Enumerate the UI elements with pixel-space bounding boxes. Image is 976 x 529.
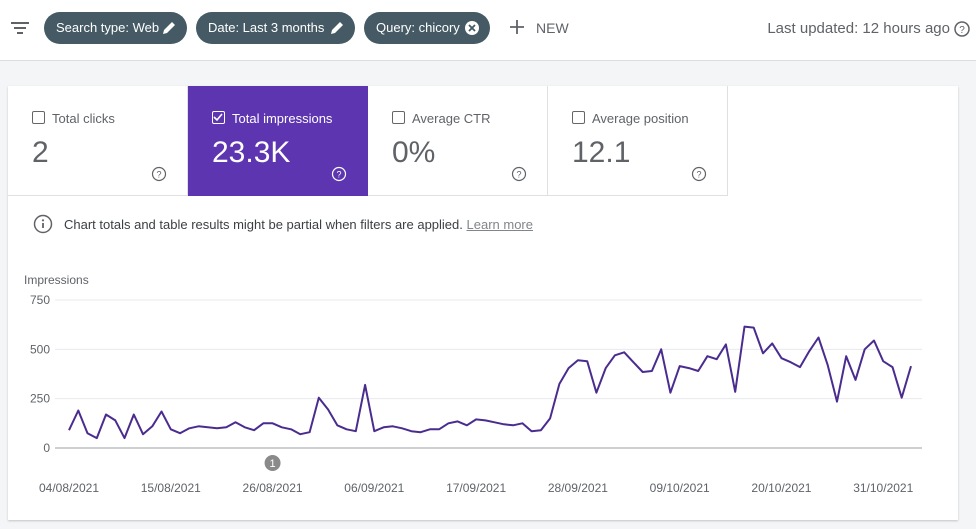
chip-label: Search type: Web (56, 20, 160, 35)
metric-label: Total clicks (52, 111, 115, 126)
filter-chip[interactable]: Search type: Web (44, 12, 187, 44)
filter-icon[interactable] (10, 20, 30, 36)
help-icon: ? (691, 166, 707, 187)
metric-card[interactable]: Total impressions 23.3K? (188, 86, 368, 196)
checkbox (32, 111, 45, 124)
y-tick-label: 250 (30, 392, 50, 406)
notice: Chart totals and table results might be … (64, 217, 533, 232)
new-button[interactable]: NEW (508, 18, 569, 36)
checkbox (572, 111, 585, 124)
edit-icon (163, 22, 175, 34)
annotation-label: 1 (269, 458, 275, 470)
metric-label: Average CTR (412, 111, 491, 126)
checkbox (212, 111, 225, 124)
help-icon: ? (331, 166, 347, 187)
help-icon[interactable]: ? (954, 21, 970, 37)
new-label: NEW (536, 20, 569, 36)
metric-label: Total impressions (232, 111, 333, 126)
chip-label: Query: chicory (376, 20, 460, 35)
checkbox (392, 111, 405, 124)
y-tick-label: 500 (30, 342, 50, 356)
metric-value: 0% (392, 136, 436, 169)
chip-label: Date: Last 3 months (208, 20, 325, 35)
metric-label: Average position (592, 111, 689, 126)
y-axis-title: Impressions (24, 273, 89, 287)
svg-text:?: ? (156, 170, 161, 180)
edit-icon (331, 22, 343, 34)
notice-text: Chart totals and table results might be … (64, 217, 463, 232)
x-tick-label: 15/08/2021 (141, 481, 201, 495)
filter-chip[interactable]: Query: chicory (364, 12, 490, 44)
toolbar: Search type: Web Date: Last 3 months Que… (0, 0, 976, 61)
x-tick-label: 28/09/2021 (548, 481, 608, 495)
x-tick-label: 09/10/2021 (650, 481, 710, 495)
help-icon: ? (511, 166, 527, 187)
metric-value: 12.1 (572, 136, 631, 169)
svg-text:?: ? (959, 25, 965, 36)
remove-icon[interactable] (464, 20, 480, 36)
last-updated: Last updated: 12 hours ago (767, 20, 950, 37)
x-tick-label: 06/09/2021 (344, 481, 404, 495)
metric-value: 23.3K (212, 136, 291, 169)
x-tick-label: 04/08/2021 (39, 481, 99, 495)
x-tick-label: 20/10/2021 (751, 481, 811, 495)
chart: Impressions 0 250 500 750 04/08/2021 15/08/202… (24, 273, 922, 495)
filter-chip[interactable]: Date: Last 3 months (196, 12, 355, 44)
annotation-marker (264, 455, 281, 471)
metric-card[interactable]: Average CTR 0%? (368, 86, 548, 196)
metric-value: 2 (32, 136, 49, 169)
svg-text:?: ? (516, 170, 521, 180)
line-series (68, 325, 912, 440)
learn-more-link[interactable]: Learn more (466, 217, 533, 232)
help-icon: ? (151, 166, 167, 187)
x-tick-label: 31/10/2021 (853, 481, 913, 495)
svg-text:?: ? (336, 170, 341, 180)
plus-icon (510, 20, 524, 34)
metric-card[interactable]: Average position 12.1? (548, 86, 728, 196)
y-tick-label: 0 (43, 441, 50, 455)
y-tick-label: 750 (30, 293, 50, 307)
x-tick-label: 17/09/2021 (446, 481, 506, 495)
info-icon (33, 214, 53, 234)
metric-card[interactable]: Total clicks 2? (8, 86, 188, 196)
svg-text:?: ? (696, 170, 701, 180)
x-tick-label: 26/08/2021 (243, 481, 303, 495)
